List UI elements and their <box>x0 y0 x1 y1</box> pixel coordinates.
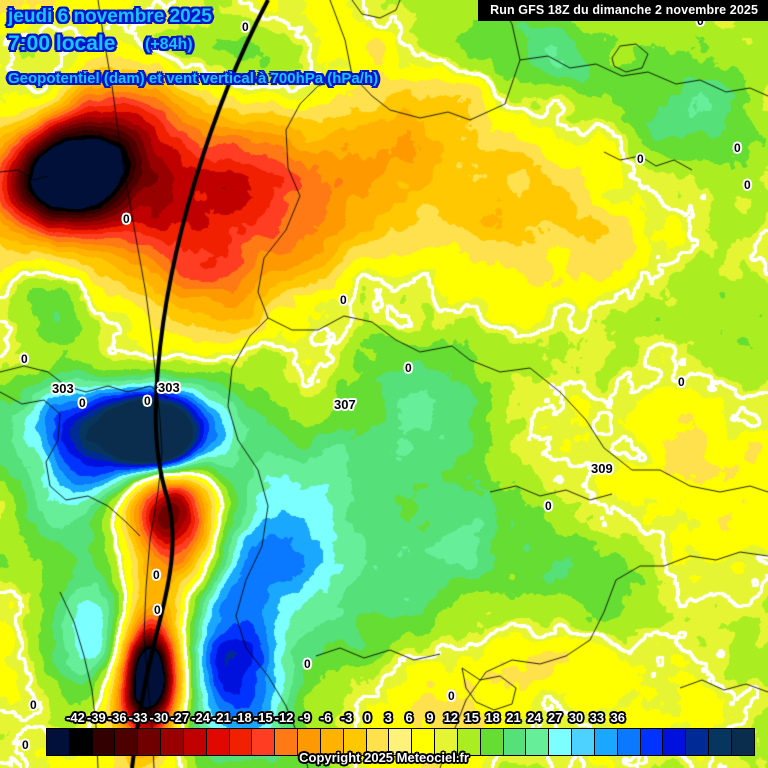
color-scale-tick: -12 <box>274 710 294 725</box>
color-scale-swatch <box>252 729 276 755</box>
color-scale-swatch <box>343 729 367 755</box>
geopotential-contour-label: 303 <box>52 381 74 396</box>
color-scale-swatch <box>92 729 116 755</box>
color-scale-swatch <box>640 729 664 755</box>
color-scale-tick: 30 <box>568 710 584 725</box>
color-scale-tick: -30 <box>149 710 169 725</box>
color-scale-swatch <box>412 729 436 755</box>
copyright-label: Copyright 2025 Meteociel.fr <box>299 750 469 765</box>
color-scale-swatch <box>275 729 299 755</box>
color-scale-tick: 36 <box>610 710 625 725</box>
color-scale-swatch <box>731 729 754 755</box>
geopotential-contour-label: 303 <box>158 380 180 395</box>
color-scale-tick: -6 <box>319 710 332 725</box>
zero-contour-label: 0 <box>153 568 160 582</box>
zero-contour-label: 0 <box>123 212 130 226</box>
geopotential-contour-label: 307 <box>334 397 356 412</box>
forecast-date-label: jeudi 6 novembre 2025 <box>8 6 212 27</box>
color-scale-swatch <box>298 729 321 755</box>
color-scale-swatch <box>389 729 413 755</box>
color-scale-swatch <box>594 729 618 755</box>
zero-contour-label: 0 <box>22 738 29 752</box>
color-scale-swatch <box>480 729 504 755</box>
color-scale-swatch <box>229 729 253 755</box>
color-scale-tick: -36 <box>107 710 127 725</box>
zero-contour-label: 0 <box>448 689 455 703</box>
color-scale-swatch <box>526 729 550 755</box>
color-scale-bar <box>46 728 755 756</box>
color-scale-legend: -42 -39 -36 -33 -30 -27 -24 -21 -18 -15 -12 -9 -6 -3 0… <box>0 710 768 768</box>
color-scale-tick-labels: -42 -39 -36 -33 -30 -27 -24 -21 -18 -15 -12 -9 -6 -3 0… <box>0 710 768 732</box>
color-scale-swatch <box>206 729 230 755</box>
color-scale-swatch <box>161 729 184 755</box>
color-scale-tick: 3 <box>384 710 392 725</box>
color-scale-tick: 33 <box>589 710 605 725</box>
color-scale-tick: -39 <box>86 710 106 725</box>
color-scale-tick: -15 <box>253 710 273 725</box>
forecast-time-label: 7:00 locale <box>8 32 116 55</box>
zero-contour-label: 0 <box>21 352 28 366</box>
color-scale-swatch <box>503 729 527 755</box>
zero-contour-label: 0 <box>697 14 704 28</box>
geopotential-contour-label: 309 <box>591 461 613 476</box>
color-scale-swatch <box>47 729 70 755</box>
zero-contour-label: 0 <box>734 141 741 155</box>
color-scale-swatch <box>686 729 710 755</box>
color-scale-tick: 15 <box>464 710 479 725</box>
zero-contour-label: 0 <box>405 361 412 375</box>
color-scale-swatch <box>709 729 732 755</box>
zero-contour-label: 0 <box>30 698 37 712</box>
color-scale-swatch <box>138 729 162 755</box>
color-scale-swatch <box>663 729 687 755</box>
parameter-title-label: Geopotentiel (dam) et vent vertical à 70… <box>8 70 379 87</box>
color-scale-swatch <box>457 729 481 755</box>
zero-contour-label: 0 <box>144 394 151 408</box>
color-scale-tick: -18 <box>232 710 252 725</box>
color-scale-tick: 9 <box>426 710 434 725</box>
zero-contour-label: 0 <box>79 396 86 410</box>
zero-contour-label: 0 <box>678 375 685 389</box>
color-scale-tick: -24 <box>191 710 211 725</box>
color-scale-swatch <box>617 729 641 755</box>
color-scale-swatch <box>549 729 573 755</box>
zero-contour-label: 0 <box>744 178 751 192</box>
zero-contour-label: 0 <box>340 293 347 307</box>
forecast-step-label: (+84h) <box>145 36 193 53</box>
color-scale-tick: 18 <box>485 710 500 725</box>
color-scale-tick: 24 <box>527 710 542 725</box>
zero-contour-label: 0 <box>637 152 644 166</box>
color-scale-tick: 12 <box>443 710 459 725</box>
zero-contour-label: 0 <box>545 499 552 513</box>
color-scale-swatch <box>320 729 344 755</box>
color-scale-tick: 27 <box>547 710 563 725</box>
zero-contour-label: 0 <box>154 603 161 617</box>
color-scale-swatch <box>435 729 458 755</box>
color-scale-swatch <box>115 729 139 755</box>
color-scale-tick: 21 <box>506 710 521 725</box>
color-scale-tick: -33 <box>128 710 148 725</box>
color-scale-swatch <box>366 729 390 755</box>
color-scale-tick: -27 <box>170 710 190 725</box>
color-scale-tick: 0 <box>363 710 372 725</box>
color-scale-tick: 6 <box>405 710 413 725</box>
color-scale-swatch <box>183 729 207 755</box>
zero-contour-label: 0 <box>304 657 311 671</box>
color-scale-tick: -21 <box>212 710 231 725</box>
color-scale-swatch <box>69 729 93 755</box>
color-scale-tick: -42 <box>66 710 85 725</box>
color-scale-tick: -3 <box>340 710 353 725</box>
model-run-banner: Run GFS 18Z du dimanche 2 novembre 2025 <box>478 0 768 21</box>
zero-contour-label: 0 <box>242 20 249 34</box>
color-scale-tick: -9 <box>299 710 311 725</box>
color-scale-swatch <box>572 729 595 755</box>
